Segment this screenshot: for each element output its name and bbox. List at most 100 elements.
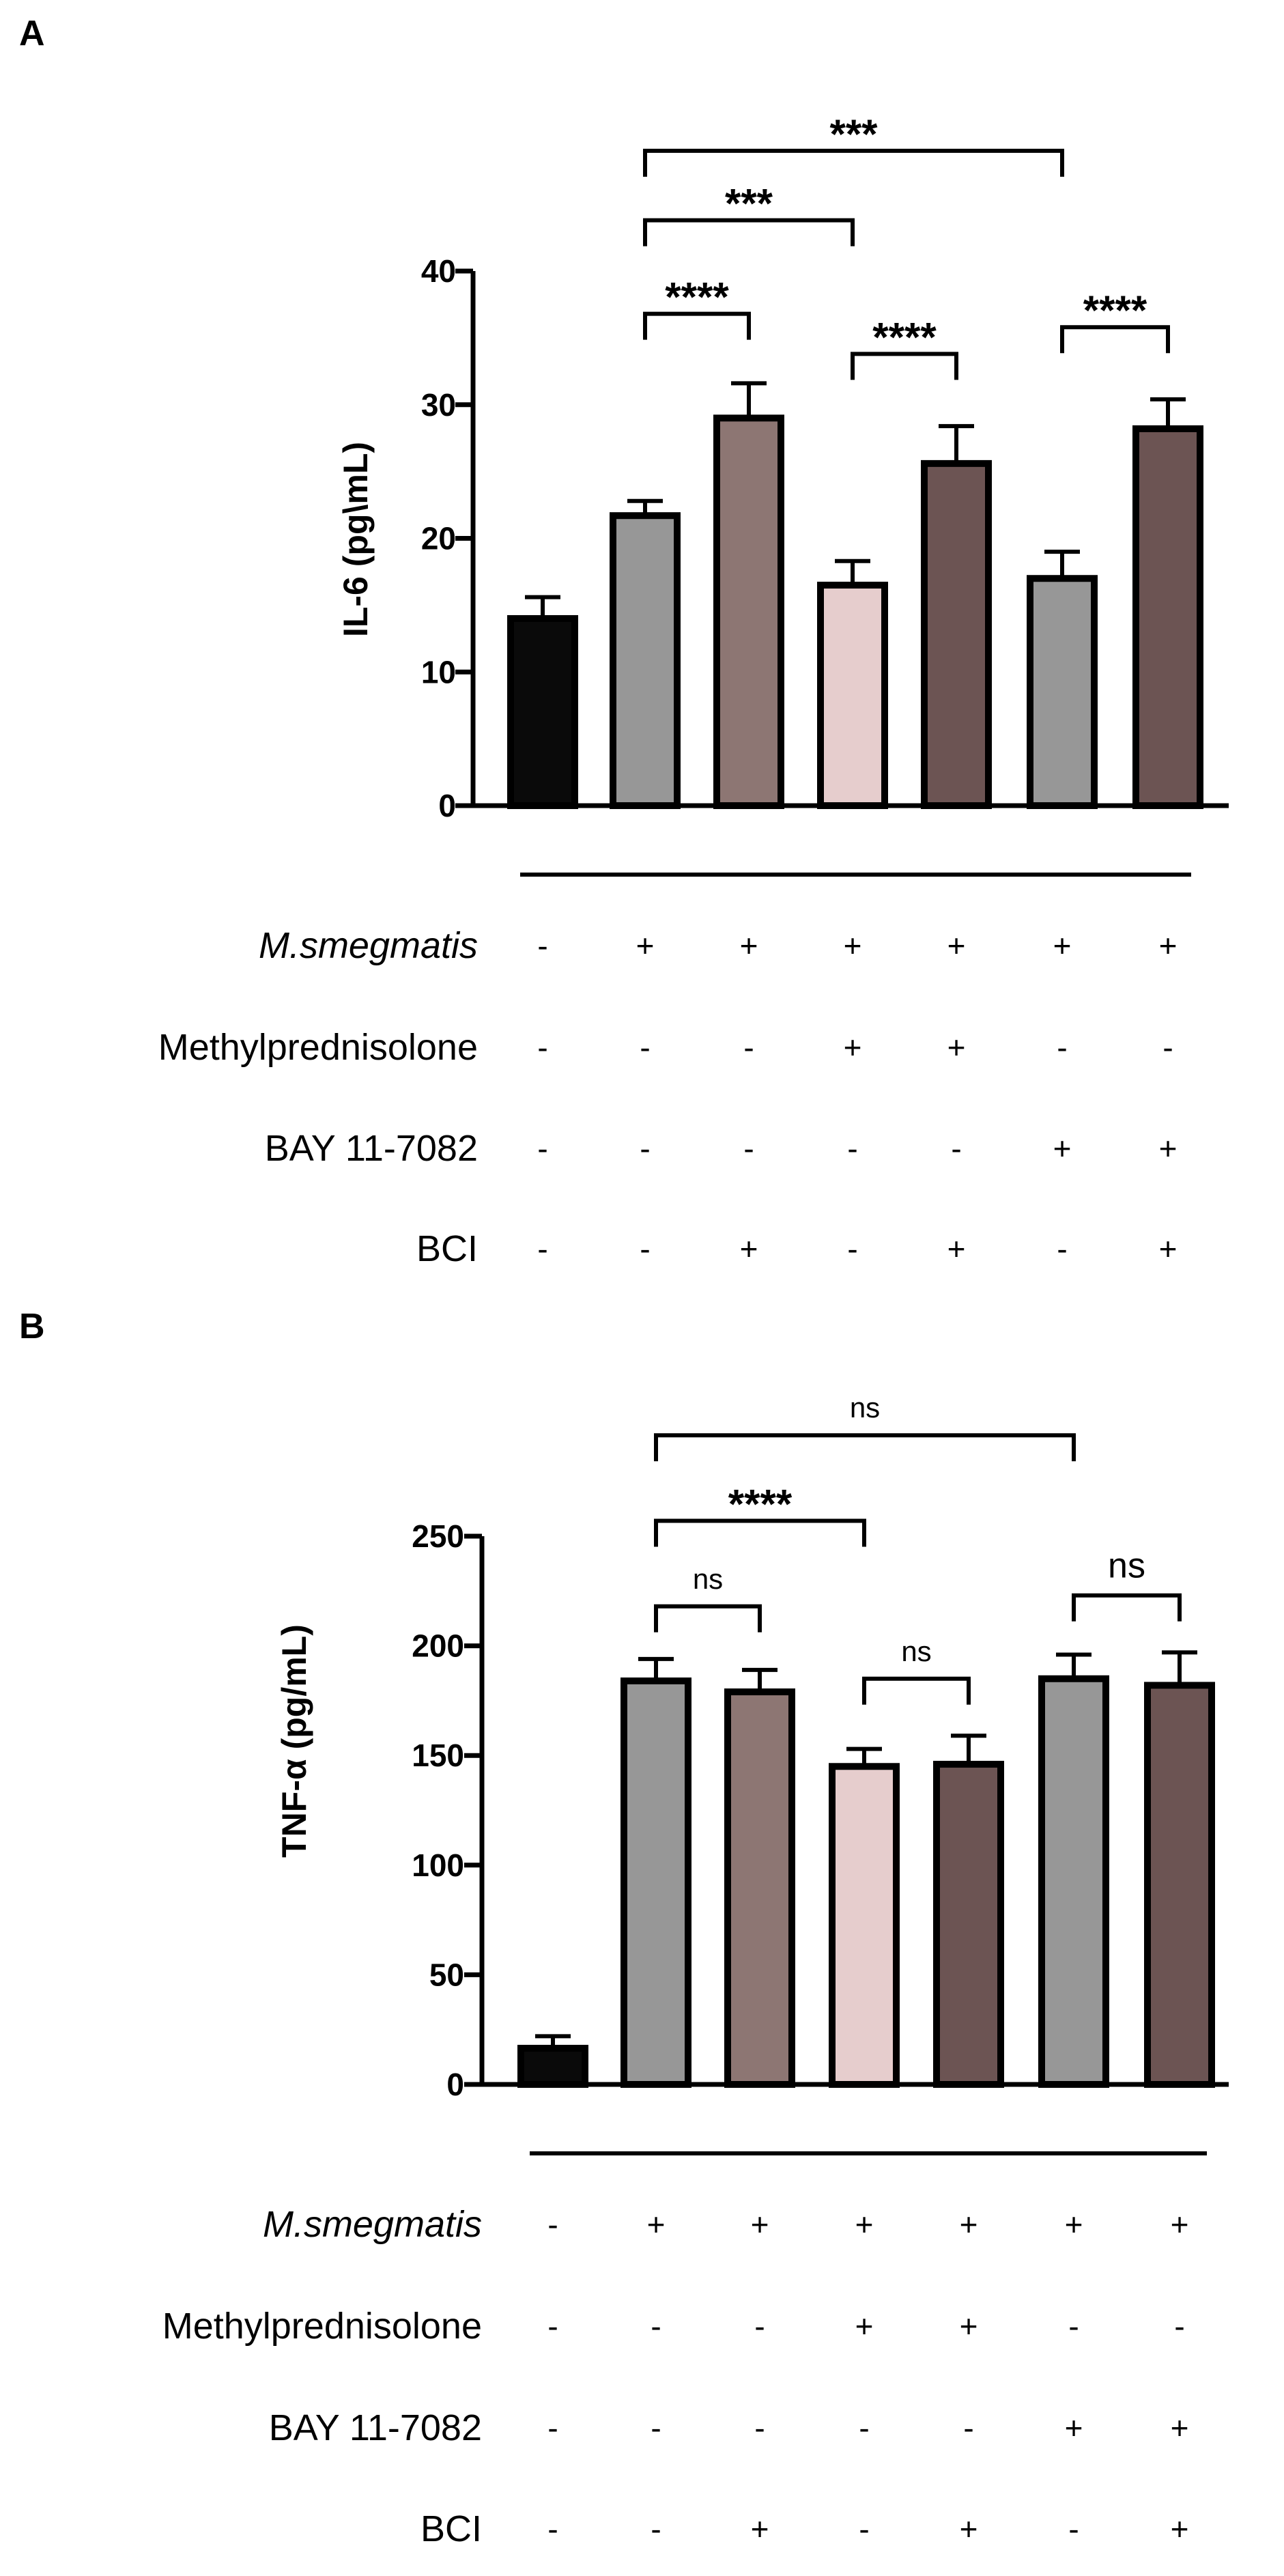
panel-a-row-label-0: M.smegmatis — [259, 925, 478, 966]
panel-a-row-1-sign-2: - — [743, 1030, 754, 1065]
panel-a-row-0-sign-5: + — [1053, 928, 1072, 963]
panel-b-bracket-label-0: ns — [850, 1391, 880, 1424]
panel-b-row-3-sign-2: + — [751, 2511, 769, 2547]
panel-b-row-label-1: Methylprednisolone — [162, 2306, 482, 2347]
panel-b-row-0-sign-2: + — [751, 2207, 769, 2242]
panel-a-bracket-2 — [643, 311, 751, 340]
panel-a-treatment-table: M.smegmatis - + + + + + + Methylprednisolone - - - +… — [158, 925, 1178, 1269]
panel-b-y-tick-label-1: 50 — [429, 1957, 464, 1992]
panel-b-bars — [517, 1650, 1215, 2089]
panel-b-bar-5 — [1038, 1675, 1109, 2088]
panel-b-row-3-sign-0: - — [547, 2511, 558, 2547]
panel-b-row-3-sign-1: - — [651, 2511, 661, 2547]
panel-a-row-1-sign-0: - — [537, 1030, 547, 1065]
panel-a-row-1-sign-5: - — [1057, 1030, 1067, 1065]
panel-a-y-tick-label-2: 20 — [421, 521, 456, 556]
panel-b-row-3-sign-3: - — [859, 2511, 869, 2547]
panel-b-label: B — [19, 1307, 45, 1346]
panel-a-y-tick-label-4: 40 — [421, 253, 456, 289]
panel-b-bracket-label-4: ns — [1108, 1546, 1145, 1586]
panel-b-row-1-sign-4: + — [960, 2308, 978, 2344]
panel-b-brackets: ns **** ns ns ns — [654, 1391, 1182, 1705]
panel-a-y-tick-label-3: 30 — [421, 387, 456, 423]
panel-a-row-label-2: BAY 11-7082 — [265, 1128, 478, 1169]
panel-a-row-2-sign-4: - — [951, 1131, 961, 1166]
panel-a-row-1-sign-1: - — [640, 1030, 650, 1065]
panel-b-row-2-sign-2: - — [754, 2410, 765, 2446]
panel-a-bracket-1 — [643, 218, 855, 246]
panel-a-bracket-label-2: **** — [665, 274, 729, 320]
panel-a-row-3-sign-2: + — [740, 1231, 758, 1266]
panel-b-y-tick-label-3: 150 — [412, 1738, 464, 1773]
panel-a-row-3-sign-3: - — [847, 1231, 857, 1266]
panel-a-row-2-sign-1: - — [640, 1131, 650, 1166]
panel-b-row-0-sign-1: + — [647, 2207, 666, 2242]
panel-b-bar-0 — [517, 2045, 588, 2088]
panel-b-row-0-sign-0: - — [547, 2207, 558, 2242]
panel-b-row-1-sign-1: - — [651, 2308, 661, 2344]
panel-b-y-tick-label-4: 200 — [412, 1628, 464, 1664]
panel-b-bar-4 — [933, 1761, 1004, 2089]
panel-a-row-1-sign-6: - — [1162, 1030, 1173, 1065]
panel-b-row-0-sign-6: + — [1171, 2207, 1189, 2242]
panel-a-row-1-sign-3: + — [844, 1030, 862, 1065]
panel-b-row-3-sign-4: + — [960, 2511, 978, 2547]
panel-a-row-2-sign-3: - — [847, 1131, 857, 1166]
panel-a-row-0-sign-0: - — [537, 928, 547, 963]
panel-b-row-1-sign-3: + — [855, 2308, 874, 2344]
panel-b-row-label-0: M.smegmatis — [263, 2204, 482, 2245]
panel-a-row-2-sign-0: - — [537, 1131, 547, 1166]
panel-a-y-axis-label: IL-6 (pg\mL) — [337, 442, 375, 637]
panel-b-row-3-sign-5: - — [1068, 2511, 1079, 2547]
panel-b-y-tick-label-5: 250 — [412, 1518, 464, 1554]
panel-a-row-0-sign-1: + — [636, 928, 655, 963]
panel-a-y-ticks: 0 10 20 30 40 — [421, 253, 473, 823]
panel-b-y-axis-label: TNF-α (pg/mL) — [275, 1624, 313, 1858]
panel-b-bracket-label-1: **** — [728, 1482, 793, 1527]
panel-a-row-3-sign-6: + — [1159, 1231, 1178, 1266]
panel-a-row-2-sign-5: + — [1053, 1131, 1072, 1166]
panel-b-y-ticks: 0 50 100 150 200 250 — [412, 1518, 482, 2102]
panel-a-bracket-label-0: *** — [829, 111, 878, 157]
panel-b-row-2-sign-3: - — [859, 2410, 869, 2446]
panel-b-row-2-sign-4: - — [963, 2410, 973, 2446]
panel-a-bracket-label-4: **** — [1083, 287, 1147, 333]
panel-a-row-2-sign-6: + — [1159, 1131, 1178, 1166]
panel-b-row-0-sign-4: + — [960, 2207, 978, 2242]
panel-b-row-1-sign-6: - — [1174, 2308, 1184, 2344]
panel-b-bracket-4 — [1072, 1593, 1182, 1622]
panel-b-treatment-table: M.smegmatis - + + + + + + Methylprednisolone - - - +… — [162, 2204, 1189, 2549]
panel-b-row-2-sign-5: + — [1065, 2410, 1083, 2446]
panel-a-bar-5 — [1027, 575, 1098, 809]
panel-a-bar-6 — [1132, 425, 1203, 809]
panel-a-row-0-sign-4: + — [947, 928, 966, 963]
panel-b-bracket-1 — [654, 1518, 866, 1547]
panel-a-row-2-sign-2: - — [743, 1131, 754, 1166]
panel-a-row-3-sign-1: - — [640, 1231, 650, 1266]
panel-a-row-label-1: Methylprednisolone — [158, 1027, 478, 1068]
panel-a-bar-3 — [817, 582, 888, 809]
panel-a-bracket-0 — [643, 148, 1064, 177]
panel-a-y-tick-label-0: 0 — [438, 788, 456, 823]
panel-a-row-0-sign-3: + — [844, 928, 862, 963]
panel-a-brackets: ****************** — [643, 111, 1170, 380]
panel-b-bar-6 — [1144, 1682, 1215, 2088]
panel-b-row-1-sign-0: - — [547, 2308, 558, 2344]
panel-a-bracket-3 — [851, 352, 958, 380]
panel-a-y-tick-label-1: 10 — [421, 654, 456, 690]
panel-b-row-2-sign-1: - — [651, 2410, 661, 2446]
panel-a-bracket-label-3: **** — [872, 314, 937, 360]
panel-a-bar-0 — [507, 614, 578, 809]
panel-b-row-1-sign-5: - — [1068, 2308, 1079, 2344]
panel-b-row-0-sign-5: + — [1065, 2207, 1083, 2242]
panel-b-bracket-0 — [654, 1433, 1076, 1462]
panel-a-row-0-sign-6: + — [1159, 928, 1178, 963]
panel-b-bracket-2 — [654, 1604, 762, 1632]
panel-a-bracket-label-1: *** — [725, 181, 773, 227]
panel-a-bar-1 — [610, 512, 681, 809]
panel-a-row-3-sign-0: - — [537, 1231, 547, 1266]
panel-b-bar-1 — [620, 1677, 691, 2088]
